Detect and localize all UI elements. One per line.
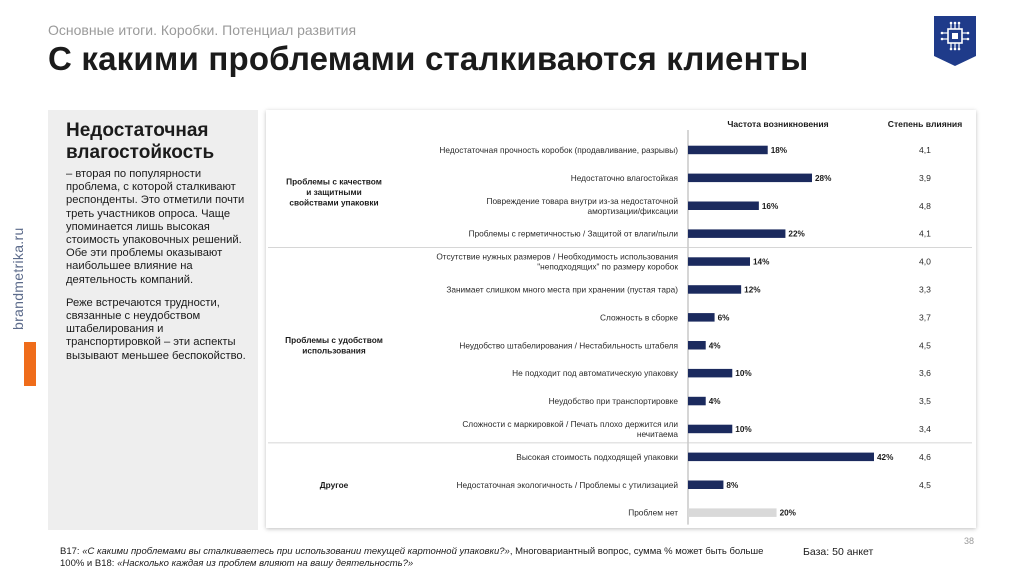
brand-vertical-label: brandmetrika.ru [10, 227, 26, 330]
category-label: Высокая стоимость подходящей упаковки [516, 452, 678, 462]
accent-bar [24, 342, 36, 386]
header-frequency: Частота возникновения [727, 119, 828, 129]
summary-heading: Недостаточная влагостойкость [66, 120, 215, 163]
bar [688, 480, 724, 489]
bar [688, 257, 750, 266]
problems-bar-chart: Частота возникновения Степень влияния Проб… [268, 119, 972, 525]
chart-card: Частота возникновения Степень влияния Проб… [266, 110, 976, 528]
impact-value: 3,4 [919, 424, 931, 434]
footnote-prefix: B17: [60, 546, 83, 557]
bar-value-label: 10% [735, 369, 752, 378]
impact-value: 4,8 [919, 201, 931, 211]
category-label: Сложность в сборке [600, 312, 678, 322]
bar-value-label: 6% [718, 313, 731, 322]
category-label: Повреждение товара внутри из-за недостат… [486, 196, 678, 216]
bar-value-label: 28% [815, 174, 832, 183]
bar-value-label: 22% [788, 230, 805, 239]
page-number: 38 [964, 536, 975, 546]
bar [688, 396, 706, 406]
impact-value: 4,5 [919, 480, 931, 490]
category-label: Проблемы с герметичностью / Защитой от в… [469, 229, 679, 239]
category-label: Недостаточно влагостойкая [571, 173, 678, 183]
category-label: Не подходит под автоматическую упаковку [512, 368, 679, 378]
bar [688, 452, 874, 462]
impact-value: 4,0 [919, 257, 931, 267]
impact-value: 4,1 [919, 229, 931, 239]
group-label: Другое [320, 480, 349, 490]
impact-value: 4,5 [919, 340, 931, 350]
impact-value: 4,6 [919, 452, 931, 462]
category-label: Проблем нет [628, 508, 678, 518]
bar-value-label: 18% [771, 146, 788, 155]
bar-value-label: 14% [753, 258, 770, 267]
sample-base: База: 50 анкет [803, 546, 874, 558]
bar [688, 173, 812, 183]
bar-value-label: 16% [762, 202, 779, 211]
footnote: B17: «С какими проблемами вы сталкиваете… [60, 546, 780, 570]
bar-value-label: 42% [877, 453, 894, 462]
footnote-question-2: «Насколько каждая из проблем влияют на в… [117, 558, 414, 569]
group-label: Проблемы с качеством и защитными свойствам… [286, 176, 382, 207]
bar [688, 229, 786, 238]
page-title: С какими проблемами сталкиваются клиенты [48, 40, 809, 77]
bar [688, 508, 777, 517]
header-impact: Степень влияния [888, 119, 962, 129]
category-label: Неудобство штабелирования / Нестабильнос… [459, 340, 678, 350]
impact-value: 3,9 [919, 173, 931, 183]
category-label: Занимает слишком много места при хранени… [446, 284, 678, 294]
bar-value-label: 8% [726, 481, 739, 490]
bar [688, 341, 706, 350]
impact-value: 3,6 [919, 368, 931, 378]
summary-paragraph-2: Реже встречаются трудности, связанные с … [66, 296, 246, 362]
bar-value-label: 10% [735, 425, 752, 434]
summary-paragraph-1: – вторая по популярности проблема, с кот… [66, 168, 245, 286]
bar [688, 368, 733, 378]
category-label: Недостаточная экологичность / Проблемы с… [457, 480, 679, 490]
category-label: Сложности с маркировкой / Печать плохо д… [462, 419, 678, 439]
impact-value: 3,5 [919, 396, 931, 406]
impact-value: 4,1 [919, 145, 931, 155]
bar [688, 285, 742, 294]
impact-value: 3,7 [919, 312, 931, 322]
bar-value-label: 4% [709, 341, 722, 350]
footnote-mid: , Многовариантный вопрос, сумма % может … [60, 546, 764, 569]
group-label: Проблемы с удобством использования [285, 335, 383, 356]
footnote-question-1: «С какими проблемами вы сталкиваетесь пр… [82, 546, 510, 557]
chip-logo-icon [934, 16, 976, 66]
breadcrumb: Основные итоги. Коробки. Потенциал разви… [48, 22, 357, 38]
bar-value-label: 4% [709, 397, 722, 406]
category-label: Неудобство при транспортировке [549, 396, 679, 406]
bar [688, 424, 733, 434]
bar [688, 313, 715, 322]
summary-panel: Недостаточная влагостойкость – вторая по… [48, 110, 258, 530]
impact-value: 3,3 [919, 284, 931, 294]
bar [688, 145, 768, 155]
category-label: Отсутствие нужных размеров / Необходимос… [436, 252, 678, 272]
category-label: Недостаточная прочность коробок (продавл… [439, 145, 678, 155]
bar [688, 201, 759, 210]
bar-value-label: 20% [780, 509, 797, 518]
bar-value-label: 12% [744, 285, 761, 294]
